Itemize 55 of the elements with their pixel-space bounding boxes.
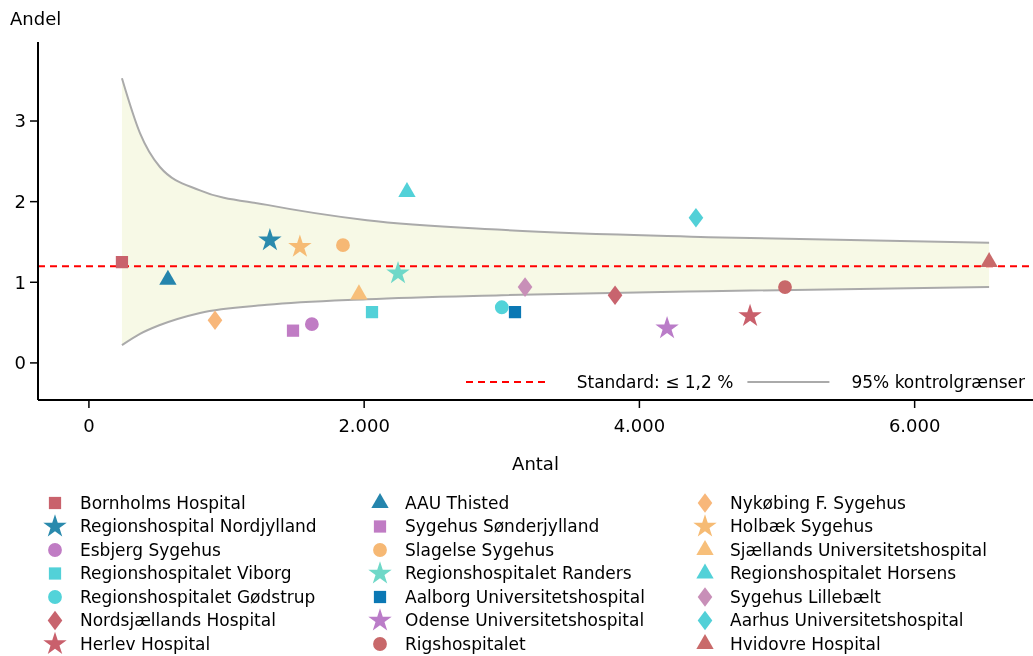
point — [494, 300, 509, 315]
point — [207, 310, 223, 330]
x-tick-label: 4.000 — [613, 415, 666, 436]
point — [386, 261, 410, 284]
legend-label: Hvidovre Hospital — [730, 633, 881, 654]
legend-label: Regionshospital Nordjylland — [80, 516, 317, 537]
legend-label: Slagelse Sygehus — [405, 539, 555, 560]
point — [607, 285, 623, 305]
point — [288, 234, 312, 257]
x-tick-label: 2.000 — [338, 415, 390, 436]
point — [688, 208, 704, 228]
y-tick-label: 3 — [14, 110, 26, 132]
legend-label: Esbjerg Sygehus — [80, 539, 222, 560]
point — [365, 305, 379, 319]
legend-label: Regionshospitalet Gødstrup — [80, 586, 316, 607]
legend-label: Odense Universitetshospital — [405, 610, 645, 631]
legend-label: Regionshospitalet Randers — [405, 563, 632, 584]
legend-label: Sygehus Sønderjylland — [405, 516, 600, 537]
legend-label: AAU Thisted — [405, 492, 510, 513]
legend-label: Holbæk Sygehus — [730, 516, 874, 537]
legend-label: Sjællands Universitetshospital — [730, 539, 987, 560]
legend-label: Rigshospitalet — [405, 633, 526, 654]
legend-label: Standard: ≤ 1,2 % — [576, 371, 734, 392]
point — [778, 280, 792, 295]
point — [655, 315, 679, 339]
y-tick-label: 1 — [14, 271, 26, 293]
y-tick-label: 0 — [14, 352, 26, 374]
legend-label: Sygehus Lillebælt — [730, 586, 882, 607]
legend-label: Aalborg Universitetshospital — [405, 586, 645, 607]
legend-label: Regionshospitalet Horsens — [730, 563, 957, 584]
point — [398, 181, 416, 197]
point — [336, 238, 350, 253]
legend-label: 95% kontrolgrænser — [851, 371, 1026, 392]
legend-label: Herlev Hospital — [80, 633, 211, 654]
point — [508, 305, 522, 319]
point — [304, 317, 319, 332]
x-tick-label: 0 — [83, 415, 95, 436]
point — [258, 228, 282, 251]
point — [350, 284, 368, 300]
point — [738, 303, 762, 327]
x-axis-title: Antal — [512, 453, 559, 474]
legend-label: Aarhus Universitetshospital — [730, 610, 964, 631]
legend-label: Nykøbing F. Sygehus — [730, 492, 907, 513]
legend-label: Regionshospitalet Viborg — [80, 563, 292, 584]
legend-label: Bornholms Hospital — [80, 492, 246, 513]
line-series — [120, 77, 991, 244]
point — [980, 252, 998, 268]
y-tick-label: 2 — [14, 190, 26, 212]
x-tick-label: 6.000 — [888, 415, 941, 436]
point — [517, 277, 533, 297]
point — [286, 324, 300, 337]
y-axis-title: Andel — [10, 8, 62, 29]
line-series — [120, 286, 991, 347]
legend-label: Nordsjællands Hospital — [80, 610, 276, 631]
point — [115, 256, 129, 269]
